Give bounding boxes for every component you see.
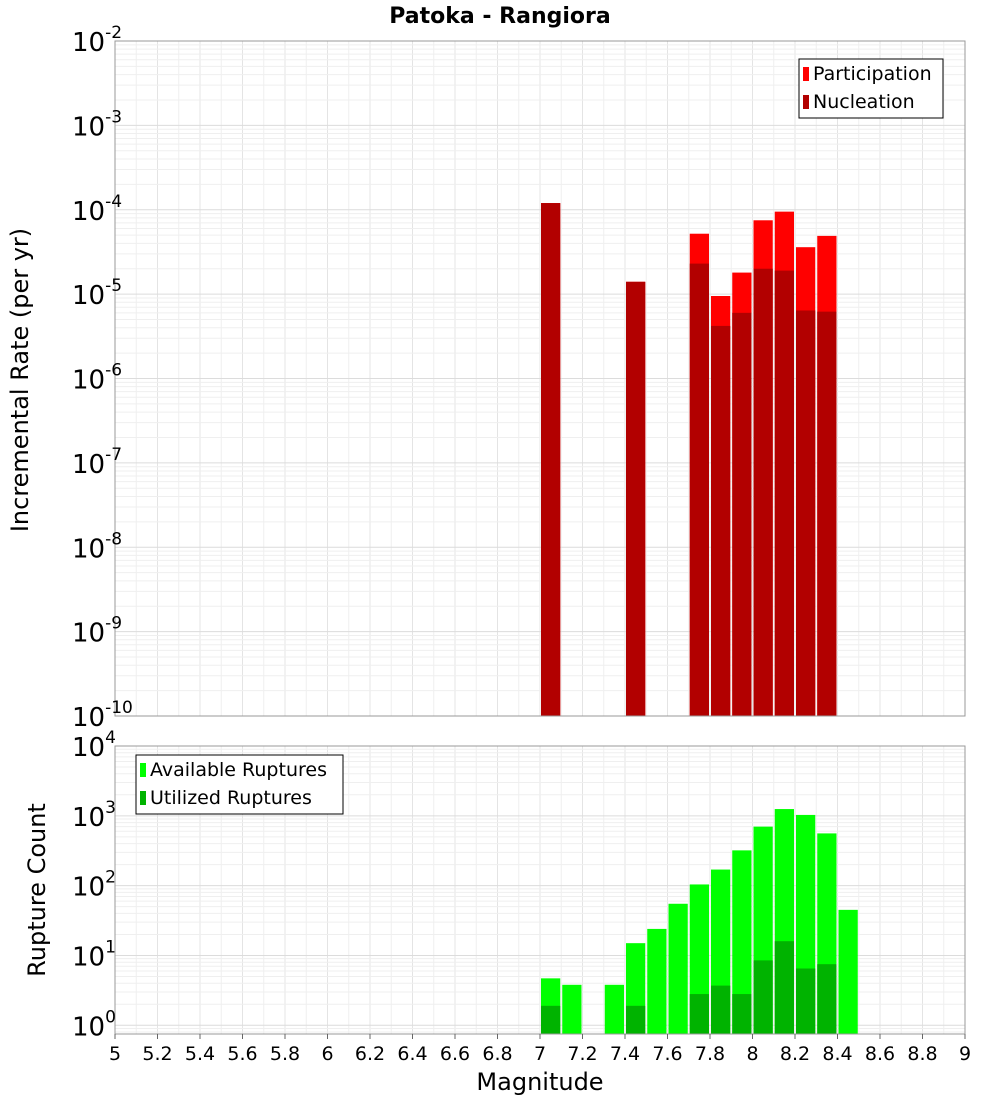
top-y-tick-label: 10-9 (72, 614, 122, 649)
top-y-tick-label: 10-6 (72, 361, 122, 396)
bottom-bar-utilized-ruptures (817, 964, 837, 1034)
bottom-bar-utilized-ruptures (541, 1005, 561, 1034)
x-tick-label: 8.6 (865, 1043, 895, 1065)
x-axis-label: Magnitude (476, 1068, 603, 1096)
x-tick-label: 7.8 (695, 1043, 725, 1065)
top-bar-nucleation (753, 268, 773, 716)
bottom-bar-available-ruptures (732, 850, 752, 1034)
top-bar-nucleation (774, 270, 794, 716)
bottom-bar-utilized-ruptures (689, 994, 709, 1034)
x-tick-label: 5.6 (227, 1043, 257, 1065)
top-legend: Participation Nucleation (798, 58, 944, 119)
bottom-bar-available-ruptures (604, 984, 624, 1034)
x-tick-label: 7 (534, 1043, 546, 1065)
top-bar-nucleation (541, 203, 561, 716)
bottom-y-ticks: 100 101 102 103 104 (72, 728, 116, 1042)
top-plot-frame (114, 40, 966, 717)
bottom-legend: Available Ruptures Utilized Ruptures (135, 754, 344, 815)
legend-label-nucleation: Nucleation (813, 91, 915, 113)
x-tick-label: 5.2 (142, 1043, 172, 1065)
legend-swatch-utilized-ruptures (140, 791, 146, 805)
x-tick-label: 6.4 (397, 1043, 427, 1065)
bottom-bar-utilized-ruptures (774, 941, 794, 1034)
x-tick-label: 8 (746, 1043, 758, 1065)
x-tick-label: 8.4 (822, 1043, 852, 1065)
x-tick-label: 6.8 (482, 1043, 512, 1065)
bottom-y-tick-label: 104 (72, 728, 116, 763)
bottom-plot-bars (541, 809, 858, 1034)
chart-title: Patoka - Rangiora (389, 4, 610, 29)
top-plot-grid (114, 41, 966, 717)
bottom-y-tick-label: 100 (72, 1007, 116, 1042)
bottom-y-tick-label: 102 (72, 868, 116, 903)
x-tick-label: 5 (109, 1043, 121, 1065)
legend-swatch-participation (803, 67, 809, 81)
x-tick-label: 6.2 (355, 1043, 385, 1065)
bottom-bar-available-ruptures (562, 984, 582, 1034)
top-y-tick-label: 10-8 (72, 529, 122, 564)
x-tick-label: 6.6 (440, 1043, 470, 1065)
bottom-y-axis-label: Rupture Count (23, 803, 51, 977)
bottom-bar-utilized-ruptures (732, 994, 752, 1034)
x-tick-label: 7.4 (610, 1043, 640, 1065)
bottom-plot-grid (114, 746, 966, 1034)
top-y-axis-label: Incremental Rate (per yr) (6, 228, 34, 532)
top-bar-nucleation (796, 310, 816, 716)
x-tick-label: 8.8 (907, 1043, 937, 1065)
bottom-bar-utilized-ruptures (626, 1005, 646, 1034)
x-tick-label: 6 (321, 1043, 333, 1065)
top-bar-nucleation (732, 312, 752, 716)
top-y-tick-label: 10-3 (72, 107, 122, 142)
top-y-tick-label: 10-5 (72, 276, 122, 311)
bottom-legend-box (135, 754, 344, 815)
top-y-tick-label: 10-10 (72, 698, 133, 733)
top-bar-nucleation (689, 263, 709, 716)
x-tick-label: 7.6 (652, 1043, 682, 1065)
legend-label-utilized-ruptures: Utilized Ruptures (150, 787, 312, 809)
bottom-bar-available-ruptures (647, 928, 667, 1034)
top-bar-nucleation (817, 311, 837, 716)
top-y-tick-label: 10-4 (72, 192, 122, 227)
bottom-bar-utilized-ruptures (711, 985, 731, 1034)
bottom-bar-available-ruptures (668, 903, 688, 1034)
top-legend-box (798, 58, 944, 119)
x-tick-label: 5.4 (185, 1043, 215, 1065)
top-plot-bars (541, 203, 837, 717)
top-y-tick-label: 10-7 (72, 445, 122, 480)
bottom-y-tick-label: 103 (72, 798, 116, 833)
x-tick-label: 5.8 (270, 1043, 300, 1065)
bottom-y-tick-label: 101 (72, 937, 116, 972)
bottom-bar-utilized-ruptures (796, 968, 816, 1034)
bottom-bar-available-ruptures (838, 909, 858, 1034)
bottom-bar-utilized-ruptures (753, 960, 773, 1034)
top-y-tick-label: 10-2 (72, 23, 122, 58)
x-tick-label: 8.2 (780, 1043, 810, 1065)
legend-label-participation: Participation (813, 63, 932, 85)
x-tick-label: 9 (959, 1043, 971, 1065)
x-tick-label: 7.2 (567, 1043, 597, 1065)
x-ticks: 5 5.2 5.4 5.6 5.8 6 6.2 6.4 6.6 6.8 7 7.2 7.4 7.6 7.8 8… (109, 1034, 971, 1065)
legend-label-available-ruptures: Available Ruptures (150, 759, 327, 781)
legend-swatch-available-ruptures (140, 763, 146, 777)
legend-swatch-nucleation (803, 95, 809, 109)
top-bar-nucleation (626, 281, 646, 716)
top-bar-nucleation (711, 325, 731, 716)
top-y-ticks: 10-2 10-3 10-4 10-5 10-6 10-7 10-8 10-9 10-10 (72, 23, 133, 733)
